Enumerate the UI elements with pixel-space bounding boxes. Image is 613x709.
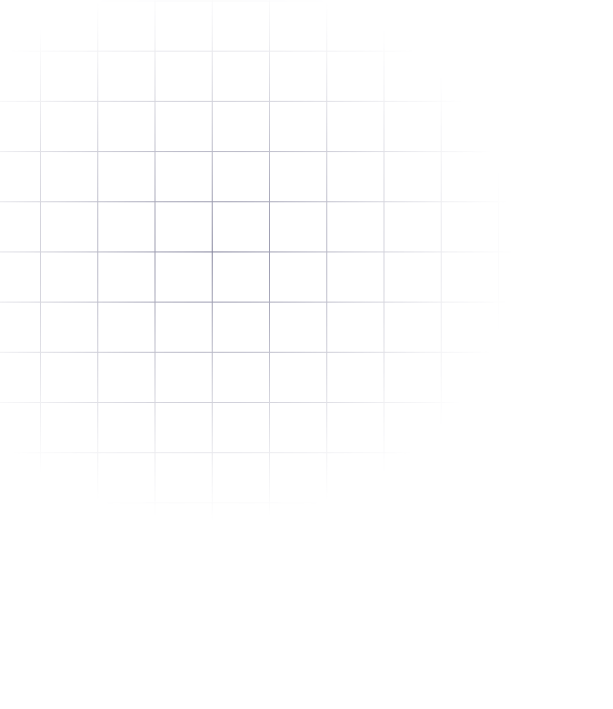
background-grid-pattern: [0, 0, 613, 709]
